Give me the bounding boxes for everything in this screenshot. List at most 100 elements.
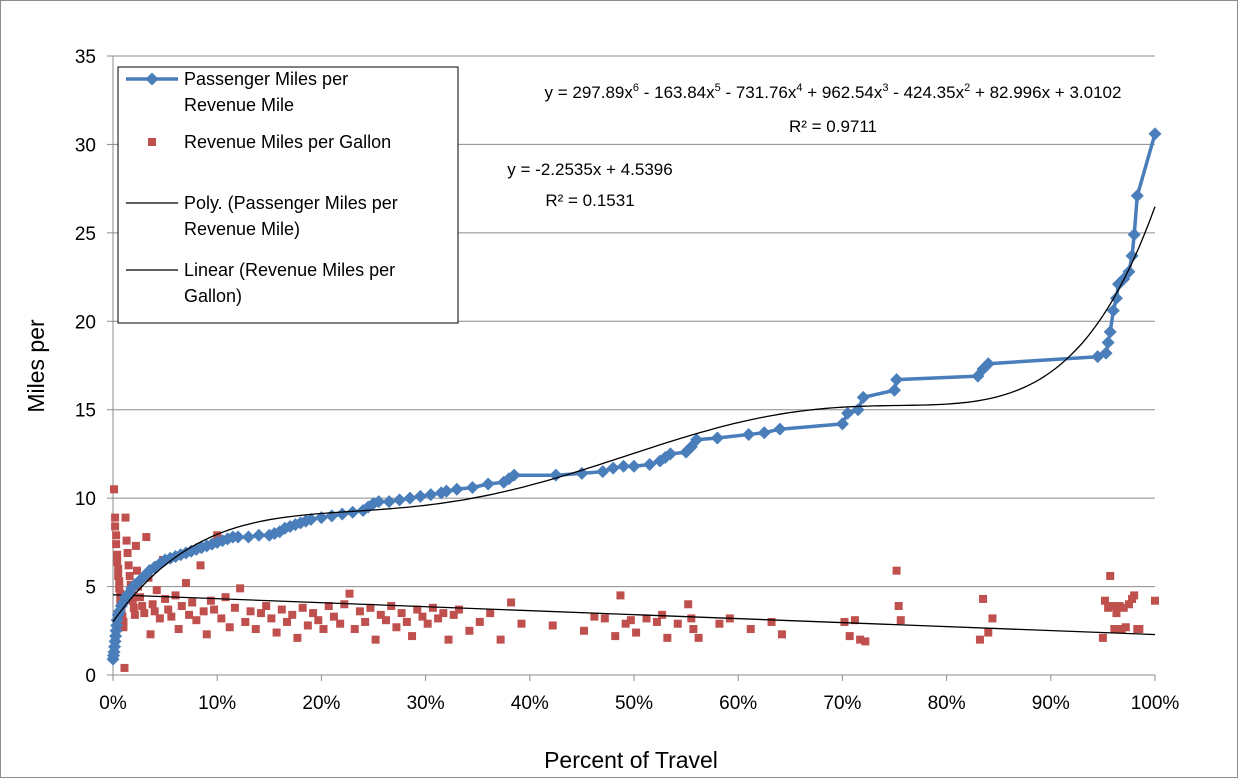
data-point-revenue-miles-per-gallon	[150, 607, 159, 616]
data-point-revenue-miles-per-gallon	[616, 591, 625, 600]
data-point-passenger-miles	[757, 426, 771, 440]
data-point-revenue-miles-per-gallon	[111, 513, 120, 522]
data-point-revenue-miles-per-gallon	[196, 561, 205, 570]
data-point-passenger-miles	[575, 466, 589, 480]
data-point-revenue-miles-per-gallon	[113, 557, 122, 566]
tick-labels: 0 5 10 15 20 25 30 35 0% 10% 20% 30% 40% 50% 60% 70% 80%…	[75, 47, 1180, 714]
data-point-revenue-miles-per-gallon	[148, 600, 157, 609]
data-point-revenue-miles-per-gallon	[115, 584, 124, 593]
data-point-revenue-miles-per-gallon	[199, 607, 208, 616]
data-point-revenue-miles-per-gallon	[1130, 591, 1139, 600]
data-point-revenue-miles-per-gallon	[161, 594, 170, 603]
data-point-revenue-miles-per-gallon	[694, 633, 703, 642]
data-point-revenue-miles-per-gallon	[658, 610, 667, 619]
data-point-passenger-miles	[835, 417, 849, 431]
x-tick-label: 30%	[407, 693, 445, 714]
data-point-passenger-miles	[1125, 249, 1139, 263]
data-point-revenue-miles-per-gallon	[128, 596, 137, 605]
data-point-revenue-miles-per-gallon	[454, 605, 463, 614]
data-point-revenue-miles-per-gallon	[114, 564, 123, 573]
data-point-revenue-miles-per-gallon	[120, 663, 129, 672]
data-point-revenue-miles-per-gallon	[116, 589, 125, 598]
data-point-revenue-miles-per-gallon	[355, 607, 364, 616]
legend-label: Revenue Mile	[184, 95, 294, 115]
data-point-passenger-miles	[773, 422, 787, 436]
data-point-revenue-miles-per-gallon	[142, 533, 151, 542]
x-tick-label: 40%	[511, 693, 549, 714]
axes	[107, 55, 1156, 681]
data-point-passenger-miles	[252, 528, 266, 542]
data-point-passenger-miles	[1099, 346, 1113, 360]
data-point-revenue-miles-per-gallon	[202, 630, 211, 639]
data-point-revenue-miles-per-gallon	[579, 626, 588, 635]
data-point-revenue-miles-per-gallon	[687, 614, 696, 623]
data-point-revenue-miles-per-gallon	[1115, 602, 1124, 611]
data-point-passenger-miles	[439, 484, 453, 498]
x-tick-label: 50%	[615, 693, 653, 714]
data-point-passenger-miles	[241, 530, 255, 544]
poly-trendline-path	[112, 206, 1156, 623]
data-point-revenue-miles-per-gallon	[345, 589, 354, 598]
data-point-revenue-miles-per-gallon	[517, 619, 526, 628]
legend-label: Gallon)	[184, 286, 242, 306]
x-tick-label: 10%	[198, 693, 236, 714]
data-point-revenue-miles-per-gallon	[621, 619, 630, 628]
legend-label: Revenue Mile)	[184, 219, 300, 239]
data-point-revenue-miles-per-gallon	[397, 609, 406, 618]
x-tick-label: 100%	[1131, 693, 1180, 714]
data-point-revenue-miles-per-gallon	[413, 605, 422, 614]
data-point-passenger-miles	[304, 512, 318, 526]
linear-trendline-equation: y = -2.2535x + 4.5396	[507, 160, 672, 179]
data-point-revenue-miles-per-gallon	[1108, 602, 1117, 611]
data-point-revenue-miles-per-gallon	[892, 566, 901, 575]
data-point-revenue-miles-per-gallon	[896, 616, 905, 625]
data-point-revenue-miles-per-gallon	[366, 603, 375, 612]
data-point-revenue-miles-per-gallon	[115, 577, 124, 586]
data-point-revenue-miles-per-gallon	[217, 614, 226, 623]
data-point-revenue-miles-per-gallon	[236, 584, 245, 593]
data-point-revenue-miles-per-gallon	[632, 628, 641, 637]
data-point-revenue-miles-per-gallon	[125, 571, 134, 580]
data-point-revenue-miles-per-gallon	[112, 531, 121, 540]
legend-label: Linear (Revenue Miles per	[184, 260, 395, 280]
data-point-revenue-miles-per-gallon	[486, 609, 495, 618]
data-point-revenue-miles-per-gallon	[894, 602, 903, 611]
data-point-revenue-miles-per-gallon	[303, 621, 312, 630]
data-point-passenger-miles	[450, 482, 464, 496]
data-point-passenger-miles	[690, 433, 704, 447]
data-point-passenger-miles	[710, 431, 724, 445]
data-point-revenue-miles-per-gallon	[314, 616, 323, 625]
data-point-revenue-miles-per-gallon	[225, 623, 234, 632]
data-point-revenue-miles-per-gallon	[1135, 625, 1144, 634]
data-point-passenger-miles	[643, 458, 657, 472]
data-point-revenue-miles-per-gallon	[1110, 625, 1119, 634]
y-tick-label: 35	[75, 47, 96, 68]
legend-label: Passenger Miles per	[184, 69, 348, 89]
data-point-revenue-miles-per-gallon	[124, 561, 133, 570]
data-point-passenger-miles	[617, 459, 631, 473]
data-point-revenue-miles-per-gallon	[324, 602, 333, 611]
data-point-revenue-miles-per-gallon	[392, 623, 401, 632]
data-point-revenue-miles-per-gallon	[230, 603, 239, 612]
data-point-revenue-miles-per-gallon	[319, 625, 328, 634]
data-point-revenue-miles-per-gallon	[283, 617, 292, 626]
legend-label: Poly. (Passenger Miles per	[184, 193, 398, 213]
data-point-revenue-miles-per-gallon	[114, 571, 123, 580]
x-tick-label: 80%	[928, 693, 966, 714]
legend-label: Revenue Miles per Gallon	[184, 132, 391, 152]
data-point-revenue-miles-per-gallon	[1098, 633, 1107, 642]
data-point-revenue-miles-per-gallon	[382, 616, 391, 625]
data-point-passenger-miles	[1101, 336, 1115, 350]
data-point-passenger-miles	[1103, 325, 1117, 339]
data-point-passenger-miles	[663, 447, 677, 461]
data-point-passenger-miles	[1106, 304, 1120, 318]
data-point-revenue-miles-per-gallon	[979, 594, 988, 603]
data-point-passenger-miles	[851, 403, 865, 417]
data-point-revenue-miles-per-gallon	[241, 617, 250, 626]
data-point-revenue-miles-per-gallon	[251, 625, 260, 634]
poly-trendline-r-squared: R² = 0.9711	[789, 117, 877, 136]
data-point-revenue-miles-per-gallon	[984, 628, 993, 637]
data-point-revenue-miles-per-gallon	[340, 600, 349, 609]
data-point-revenue-miles-per-gallon	[663, 633, 672, 642]
